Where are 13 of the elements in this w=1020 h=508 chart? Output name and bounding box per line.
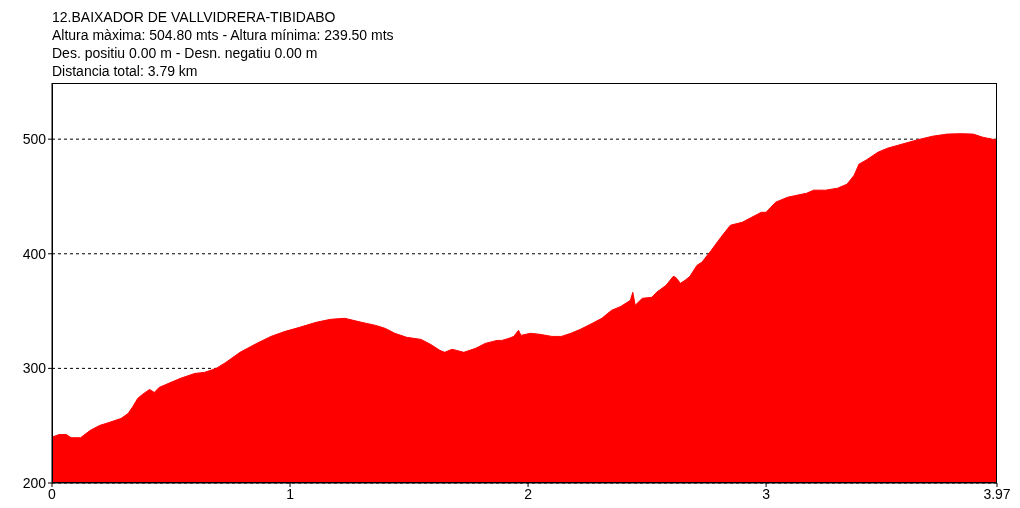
x-tick-label: 2	[524, 485, 533, 502]
y-tick-label: 500	[22, 131, 47, 148]
y-tick-label: 400	[22, 245, 47, 262]
chart-title: 12.BAIXADOR DE VALLVIDRERA-TIBIDABO	[52, 8, 337, 26]
x-tick-label: 3	[762, 485, 771, 502]
y-tick-label: 300	[22, 360, 47, 377]
text: Altura màxima: 504.80 mts - Altura mínima: 239.50 mts	[52, 26, 395, 44]
x-tick-label: 3.97	[983, 485, 1011, 502]
text: Des. positiu 0.00 m - Desn. negatiu 0.00 m	[52, 44, 319, 62]
y-tick-label: 200	[22, 474, 47, 491]
text: Distancia total: 3.79 km	[52, 62, 199, 80]
x-tick-label: 1	[286, 485, 295, 502]
x-tick-label: 0	[48, 485, 57, 502]
